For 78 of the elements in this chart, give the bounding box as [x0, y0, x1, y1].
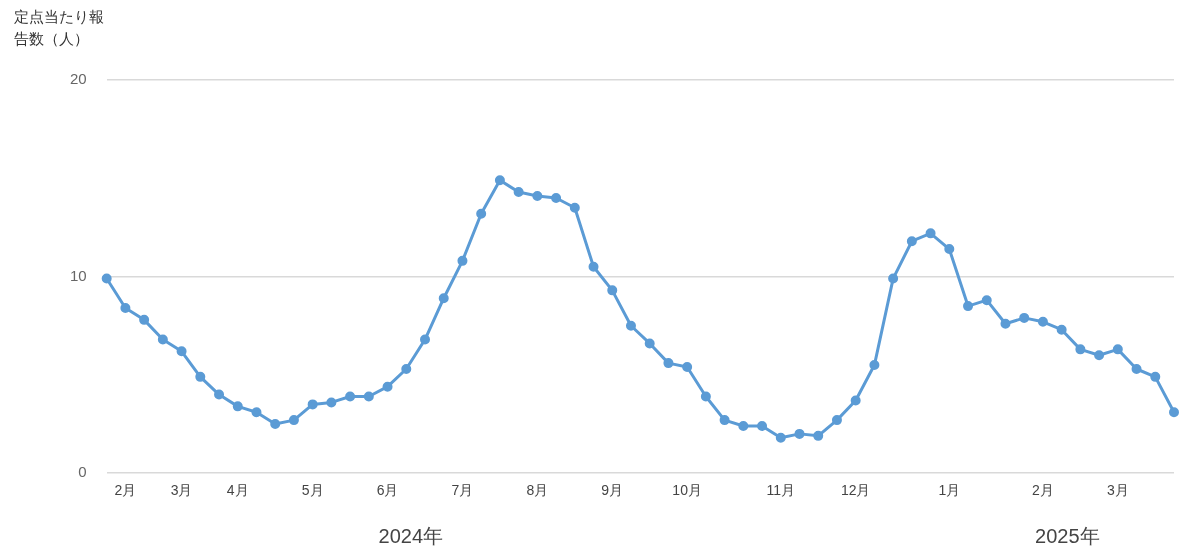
- point: [345, 391, 356, 402]
- point: [1056, 324, 1067, 335]
- point: [1037, 316, 1048, 327]
- x-tick-label: 8月: [526, 482, 549, 499]
- point: [532, 190, 543, 201]
- point: [869, 360, 880, 371]
- x-tick-label: 11月: [766, 482, 796, 499]
- point: [270, 419, 281, 430]
- point: [813, 430, 824, 441]
- point: [663, 358, 674, 369]
- point: [1075, 344, 1086, 355]
- point: [963, 301, 974, 312]
- x-tick-label: 7月: [451, 482, 474, 499]
- point: [682, 362, 693, 373]
- x-tick-label: 2月: [1032, 482, 1054, 499]
- text: 2024年: [378, 524, 444, 547]
- point: [513, 187, 524, 198]
- point: [363, 391, 374, 402]
- point: [176, 346, 187, 357]
- point: [457, 255, 468, 266]
- point: [831, 415, 842, 426]
- point: [551, 192, 562, 203]
- point: [719, 415, 730, 426]
- point: [888, 273, 899, 284]
- point: [438, 293, 449, 304]
- point: [1131, 364, 1142, 374]
- point: [157, 334, 168, 345]
- point: [476, 208, 487, 219]
- point: [569, 202, 580, 213]
- x-tick-label: 10月: [672, 482, 702, 499]
- y-tick-label: 10: [70, 266, 87, 284]
- point: [382, 381, 393, 392]
- y-axis-title: 定点当たり報告数（人）: [14, 7, 104, 47]
- point: [1019, 312, 1030, 323]
- point: [232, 401, 243, 412]
- point: [214, 389, 225, 400]
- point: [700, 391, 711, 402]
- point: [794, 428, 805, 439]
- text: 2025年: [1035, 524, 1100, 547]
- point: [775, 432, 786, 443]
- point: [588, 261, 599, 272]
- x-tick-label: 5月: [301, 482, 324, 499]
- point: [981, 295, 992, 306]
- x-tick-label: 3月: [1106, 482, 1129, 499]
- point: [120, 303, 131, 314]
- point: [1150, 371, 1161, 382]
- x-tick-label: 6月: [376, 482, 399, 499]
- x-tick-label: 12月: [840, 482, 871, 499]
- point: [607, 285, 618, 296]
- point: [1169, 407, 1179, 418]
- point: [101, 273, 112, 284]
- point: [906, 236, 917, 247]
- point: [944, 244, 955, 255]
- point: [251, 407, 262, 418]
- point: [757, 421, 768, 432]
- x-tick-label: 2月: [114, 482, 137, 499]
- x-tick-label: 3月: [170, 482, 193, 499]
- point: [326, 397, 337, 408]
- point: [738, 421, 749, 432]
- y-tick-label: 0: [78, 463, 87, 481]
- point: [307, 399, 318, 410]
- point: [625, 320, 636, 331]
- point: [850, 395, 861, 406]
- point: [925, 228, 936, 239]
- point: [1112, 344, 1123, 355]
- point: [1000, 318, 1011, 329]
- point: [644, 338, 655, 349]
- point: [139, 314, 150, 325]
- point: [288, 415, 299, 426]
- point: [494, 175, 505, 186]
- y-tick-label: 20: [70, 70, 87, 88]
- point: [401, 364, 412, 374]
- point: [195, 371, 206, 382]
- x-tick-label: 1月: [938, 482, 961, 499]
- x-tick-label: 4月: [226, 482, 249, 499]
- point: [1094, 350, 1105, 361]
- x-tick-label: 9月: [601, 482, 624, 499]
- point: [420, 334, 431, 345]
